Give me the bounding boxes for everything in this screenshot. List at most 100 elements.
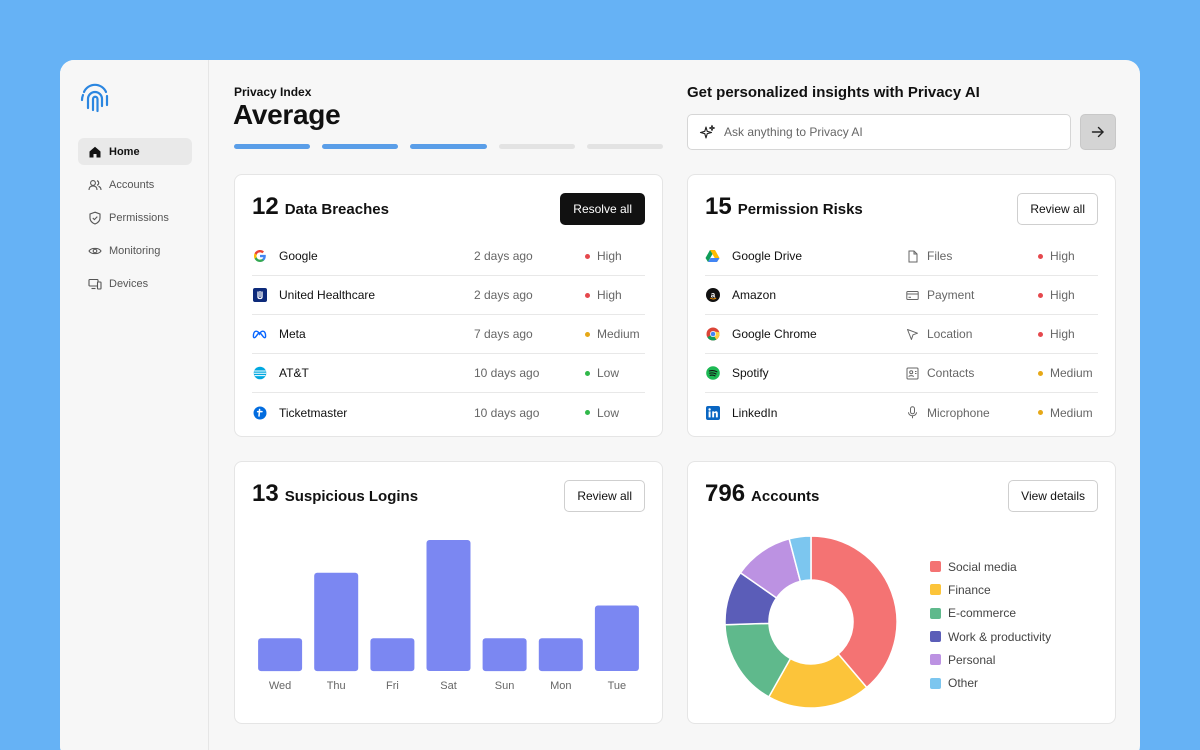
sidebar-item-label: Devices bbox=[109, 277, 149, 290]
severity-dot bbox=[585, 410, 590, 415]
legend-label: Other bbox=[948, 676, 979, 691]
accounts-donut-chart bbox=[724, 535, 898, 709]
breach-time-label: 10 days ago bbox=[474, 405, 540, 420]
permission-label: Contacts bbox=[927, 366, 975, 380]
permission-row[interactable]: Google Chrome Location High bbox=[705, 315, 1098, 354]
donut-slice-social-media[interactable] bbox=[810, 535, 898, 689]
app-window: Home Accounts Permissions Monitoring Dev… bbox=[60, 60, 1140, 750]
app-name: Spotify bbox=[732, 366, 769, 380]
legend-swatch bbox=[930, 607, 941, 619]
legend-item: Social media bbox=[930, 555, 1051, 578]
severity-label: High bbox=[597, 288, 622, 302]
severity-dot bbox=[1038, 292, 1043, 298]
privacy-ai-input[interactable] bbox=[724, 125, 1044, 139]
bar-wed[interactable] bbox=[258, 638, 303, 672]
permission-row[interactable]: a Amazon Payment High bbox=[705, 276, 1098, 315]
severity-badge: Medium bbox=[585, 327, 640, 341]
permission-row[interactable]: Google Drive Files High bbox=[705, 237, 1098, 276]
amazon-logo-icon: a bbox=[705, 288, 720, 303]
breach-row[interactable]: Google 2 days ago High bbox=[252, 237, 645, 276]
bar-sat[interactable] bbox=[426, 540, 471, 671]
breach-row[interactable]: AT&T 10 days ago Low bbox=[252, 354, 645, 393]
permission-label: Microphone bbox=[927, 405, 990, 420]
permission-type: Files bbox=[906, 249, 952, 263]
sidebar-item-accounts[interactable]: Accounts bbox=[78, 171, 192, 198]
breach-time: 2 days ago bbox=[474, 288, 533, 302]
breach-name: AT&T bbox=[279, 366, 309, 380]
sidebar: Home Accounts Permissions Monitoring Dev… bbox=[60, 60, 209, 750]
legend-label: Finance bbox=[948, 582, 991, 597]
x-tick-label: Sun bbox=[495, 680, 515, 692]
users-icon bbox=[88, 179, 102, 190]
severity-label: High bbox=[1050, 288, 1075, 302]
breach-time: 2 days ago bbox=[474, 249, 533, 263]
legend-swatch bbox=[930, 677, 941, 689]
permission-type: Microphone bbox=[906, 406, 990, 420]
bar-mon[interactable] bbox=[538, 638, 583, 672]
google-drive-logo-icon bbox=[705, 249, 720, 264]
permission-row[interactable]: Spotify Contacts Medium bbox=[705, 354, 1098, 393]
united-healthcare-logo-icon bbox=[252, 288, 267, 303]
severity-label: High bbox=[597, 249, 622, 263]
permission-count: 15 bbox=[705, 193, 732, 220]
location-arrow-icon bbox=[906, 328, 927, 341]
bar-sun[interactable] bbox=[482, 638, 527, 672]
fingerprint-logo-icon bbox=[80, 83, 109, 113]
legend-label: Social media bbox=[948, 559, 1017, 574]
privacy-index-segment bbox=[234, 144, 311, 149]
permission-row[interactable]: LinkedIn Microphone Medium bbox=[705, 393, 1098, 432]
severity-dot bbox=[1038, 253, 1043, 259]
card-title: Data Breaches bbox=[284, 201, 389, 218]
privacy-ai-send-button[interactable] bbox=[1080, 114, 1116, 150]
sidebar-item-monitoring[interactable]: Monitoring bbox=[78, 237, 192, 264]
donut-slice-other[interactable] bbox=[788, 535, 812, 583]
breach-row[interactable]: United Healthcare 2 days ago High bbox=[252, 276, 645, 315]
permission-type: Contacts bbox=[906, 366, 974, 380]
legend-swatch bbox=[930, 654, 941, 666]
sparkle-icon bbox=[699, 124, 716, 139]
card-title: Accounts bbox=[751, 488, 820, 505]
severity-label: Medium bbox=[597, 327, 640, 341]
review-all-logins-button[interactable]: Review all bbox=[564, 480, 645, 512]
file-icon bbox=[906, 250, 927, 263]
severity-badge: High bbox=[1038, 249, 1075, 263]
breach-time-label: 10 days ago bbox=[474, 366, 540, 380]
sidebar-item-label: Home bbox=[109, 145, 140, 158]
severity-badge: Medium bbox=[1038, 406, 1093, 420]
privacy-index-segment bbox=[586, 144, 664, 149]
resolve-all-button[interactable]: Resolve all bbox=[560, 193, 645, 225]
breach-name: United Healthcare bbox=[279, 288, 376, 302]
permission-type: Payment bbox=[906, 288, 974, 302]
breach-row[interactable]: Ticketmaster 10 days ago Low bbox=[252, 393, 645, 432]
sidebar-item-devices[interactable]: Devices bbox=[78, 270, 192, 297]
contacts-icon bbox=[906, 367, 927, 380]
breach-row[interactable]: Meta 7 days ago Medium bbox=[252, 315, 645, 354]
permission-label: Location bbox=[927, 327, 973, 341]
svg-text:a: a bbox=[710, 291, 715, 300]
sidebar-item-home[interactable]: Home bbox=[78, 138, 192, 165]
privacy-index-segment bbox=[322, 144, 399, 149]
view-details-button[interactable]: View details bbox=[1008, 480, 1098, 512]
bar-tue[interactable] bbox=[594, 605, 639, 672]
chrome-logo-icon bbox=[705, 327, 720, 342]
bar-thu[interactable] bbox=[314, 572, 359, 672]
privacy-index-meter bbox=[234, 144, 664, 150]
privacy-index-segment bbox=[498, 144, 575, 149]
severity-badge: Low bbox=[585, 406, 619, 420]
privacy-ai-title: Get personalized insights with Privacy A… bbox=[687, 84, 980, 101]
severity-dot bbox=[585, 331, 590, 337]
home-icon bbox=[89, 146, 101, 157]
breach-name: Google bbox=[279, 249, 318, 263]
bar-fri[interactable] bbox=[370, 638, 415, 672]
app-name: Google Chrome bbox=[732, 327, 817, 341]
x-tick-label: Wed bbox=[269, 680, 291, 692]
severity-label: Low bbox=[597, 405, 620, 420]
severity-dot bbox=[585, 370, 590, 376]
sidebar-item-permissions[interactable]: Permissions bbox=[78, 204, 192, 231]
review-all-permissions-button[interactable]: Review all bbox=[1017, 193, 1098, 225]
card-title: Suspicious Logins bbox=[284, 488, 419, 505]
x-tick-label: Tue bbox=[608, 680, 627, 692]
donut-legend: Social media Finance E-commerce Work & prod… bbox=[930, 555, 1051, 695]
severity-badge: High bbox=[1038, 327, 1075, 341]
sidebar-nav: Home Accounts Permissions Monitoring Dev… bbox=[78, 138, 192, 303]
